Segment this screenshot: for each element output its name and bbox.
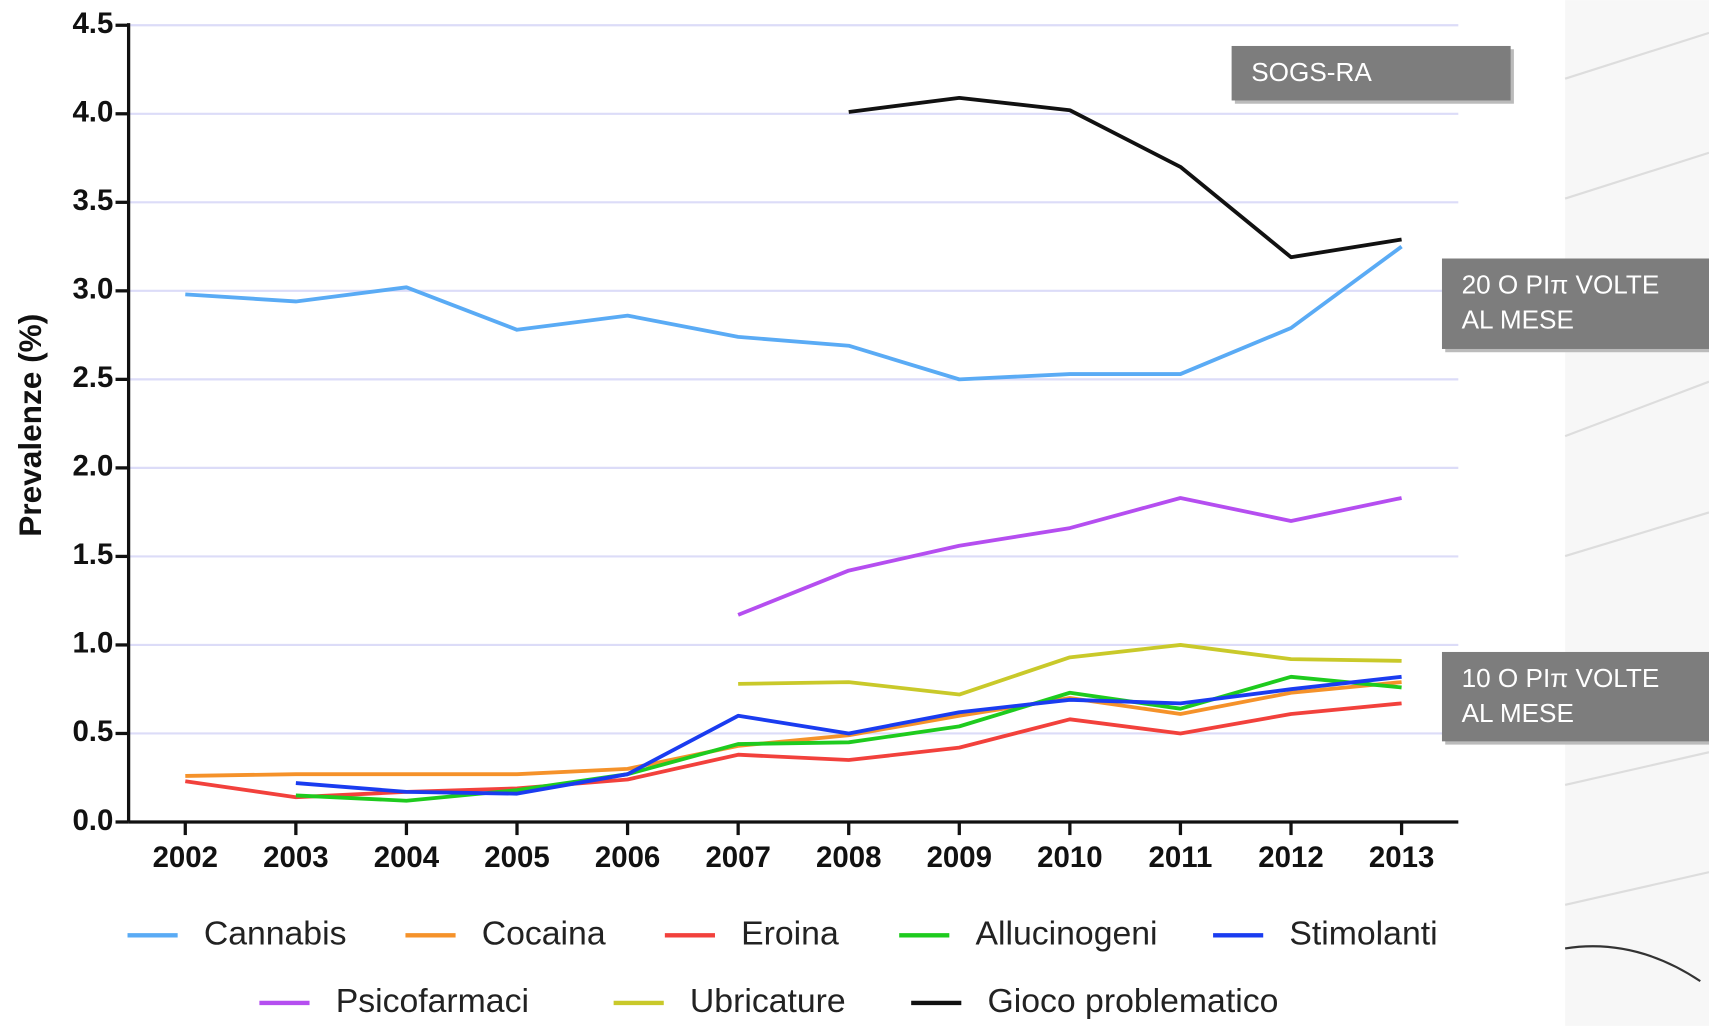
x-tick-label: 2002	[153, 841, 218, 874]
y-tick-label: 3.5	[72, 184, 113, 217]
series-line	[295, 674, 1402, 796]
annotation-text: AL MESE	[1462, 305, 1574, 335]
y-tick-label: 2.0	[72, 450, 113, 483]
x-tick-label: 2012	[1258, 841, 1323, 874]
y-tick-label: 0.5	[72, 715, 113, 748]
x-tick-label: 2003	[263, 841, 328, 874]
y-tick-label: 3.0	[72, 273, 113, 306]
legend-label: Psicofarmaci	[336, 982, 529, 1020]
legend-label: Allucinogeni	[975, 914, 1157, 952]
x-tick-label: 2006	[595, 841, 660, 874]
y-axis-label: Prevalenze (%)	[12, 314, 48, 537]
y-tick-label: 2.5	[72, 361, 113, 394]
x-tick-label: 2009	[927, 841, 992, 874]
annotation-text: AL MESE	[1462, 698, 1574, 728]
x-tick-label: 2005	[484, 841, 549, 874]
series-line	[185, 680, 1402, 778]
annotation-text: 20 O PIπ VOLTE	[1462, 270, 1660, 300]
x-tick-label: 2007	[705, 841, 770, 874]
x-tick-label: 2010	[1037, 841, 1102, 874]
x-tick-label: 2013	[1369, 841, 1434, 874]
legend-label: Stimolanti	[1289, 914, 1437, 952]
series-line	[848, 95, 1402, 260]
annotation-text: 10 O PIπ VOLTE	[1462, 663, 1660, 693]
series-line	[737, 496, 1402, 617]
legend-label: Cocaina	[482, 914, 606, 952]
y-tick-label: 0.0	[72, 804, 113, 837]
legend-label: Gioco problematico	[987, 982, 1278, 1020]
annotation-box	[1441, 258, 1709, 349]
background-decoration	[1564, 0, 1709, 1026]
y-tick-label: 1.5	[72, 538, 113, 571]
x-tick-label: 2011	[1149, 841, 1213, 874]
x-tick-label: 2008	[816, 841, 881, 874]
y-tick-label: 4.0	[72, 96, 113, 129]
series-line	[738, 643, 1402, 697]
y-tick-label: 4.5	[72, 7, 113, 40]
series-line	[185, 245, 1403, 382]
series-line	[185, 701, 1402, 800]
annotation-box	[1231, 45, 1511, 101]
annotation-box	[1441, 651, 1709, 742]
y-tick-label: 1.0	[72, 627, 113, 660]
annotation-text: SOGS-RA	[1251, 57, 1372, 87]
legend-label: Cannabis	[204, 914, 347, 952]
x-tick-label: 2004	[374, 841, 440, 874]
legend-label: Ubricature	[690, 982, 846, 1020]
legend-label: Eroina	[741, 914, 839, 952]
